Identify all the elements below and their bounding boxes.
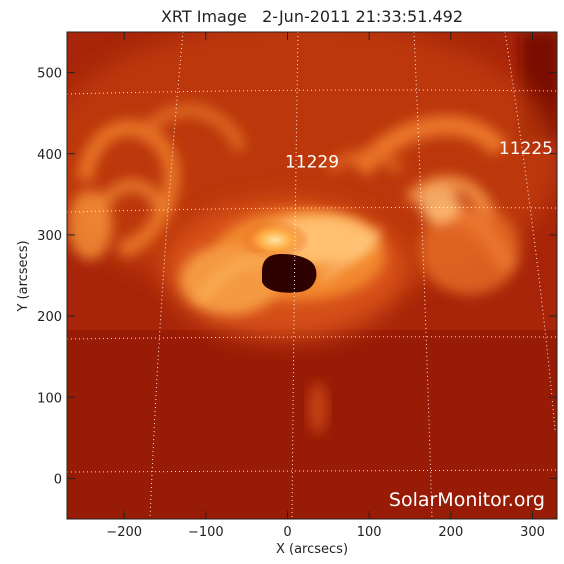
y-tick-label: 300 [37, 229, 62, 244]
solar-image [67, 32, 557, 519]
sunspot-core [262, 254, 317, 293]
region-labels: 11229 11225 [285, 139, 553, 173]
y-axis-label: Y (arcsecs) [16, 240, 31, 312]
right-loop-system [325, 115, 520, 295]
plot-frame [66, 31, 558, 520]
x-axis: −200 −100 0 100 200 300 [106, 32, 545, 540]
y-tick-label: 500 [37, 67, 62, 82]
solarmonitor-watermark: SolarMonitor.org [389, 489, 545, 511]
y-tick-label: 400 [37, 148, 62, 163]
left-loop-system [68, 103, 247, 260]
region-label: 11225 [499, 139, 553, 159]
x-tick-label: 200 [438, 525, 463, 540]
x-tick-label: −100 [188, 525, 224, 540]
y-axis: 0 100 200 300 400 500 [37, 67, 557, 487]
region-label: 11229 [285, 153, 339, 173]
y-tick-label: 200 [37, 310, 62, 325]
y-tick-label: 0 [54, 472, 62, 487]
x-tick-label: −200 [106, 525, 142, 540]
x-tick-label: 300 [520, 525, 545, 540]
heliographic-grid [67, 32, 557, 519]
x-tick-label: 100 [357, 525, 382, 540]
x-tick-label: 0 [283, 525, 291, 540]
faint-loop [308, 382, 328, 434]
x-axis-label: X (arcsecs) [276, 542, 348, 557]
y-tick-label: 100 [37, 391, 62, 406]
figure-title: XRT Image 2-Jun-2011 21:33:51.492 [161, 7, 463, 26]
